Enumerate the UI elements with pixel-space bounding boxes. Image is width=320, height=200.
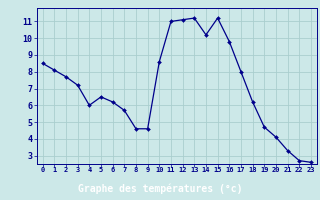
Text: Graphe des températures (°c): Graphe des températures (°c) (78, 183, 242, 194)
